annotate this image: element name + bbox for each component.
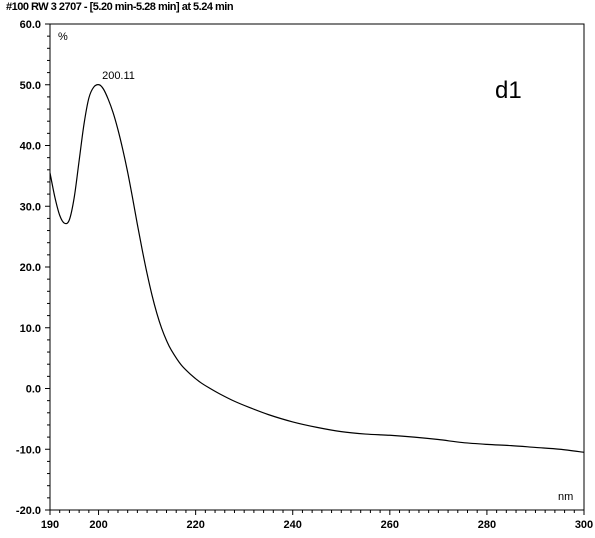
x-tick-label: 220 (186, 519, 204, 531)
series-line (49, 84, 585, 453)
x-tick-label: 300 (575, 519, 593, 531)
x-tick-label: 260 (381, 519, 399, 531)
y-tick-label: 10.0 (20, 323, 41, 335)
y-tick-label: 0.0 (26, 384, 41, 396)
x-tick-labels: 190 200 220 240 260 280 300 (41, 519, 593, 531)
y-tick-label: -10.0 (16, 444, 41, 456)
chart-title: #100 RW 3 2707 - [5.20 min-5.28 min] at … (6, 1, 234, 13)
y-axis-label: % (58, 31, 68, 43)
y-tick-label: 60.0 (20, 19, 41, 31)
y-tick-label: 40.0 (20, 141, 41, 153)
peak-label: 200.11 (102, 70, 135, 82)
x-axis-label: nm (558, 491, 573, 503)
axis-ticks (45, 23, 585, 515)
y-tick-label: 50.0 (20, 80, 41, 92)
y-tick-label: -20.0 (16, 505, 41, 517)
x-tick-label: 240 (284, 519, 302, 531)
x-tick-label: 190 (41, 519, 59, 531)
sample-label: d1 (495, 77, 522, 104)
y-tick-label: 30.0 (20, 201, 41, 213)
x-tick-label: 200 (89, 519, 107, 531)
y-tick-label: 20.0 (20, 262, 41, 274)
x-tick-label: 280 (478, 519, 496, 531)
y-tick-labels: 60.0 50.0 40.0 30.0 20.0 10.0 0.0 -10.0 -20.0 (16, 19, 41, 517)
